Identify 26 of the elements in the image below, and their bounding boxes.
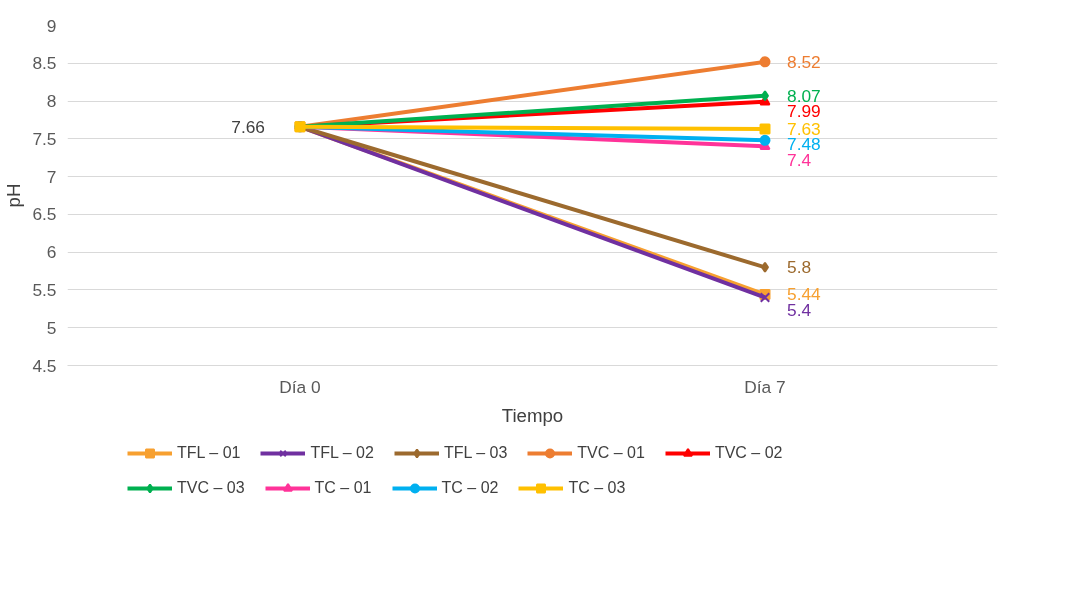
data-label: 8.52 — [787, 51, 821, 72]
x-tick-label: Día 0 — [279, 376, 321, 397]
legend-label: TFL – 01 — [177, 444, 241, 462]
legend-label: TVC – 02 — [714, 444, 783, 462]
y-tick-label: 8.5 — [32, 53, 57, 74]
y-axis-title: pH — [3, 183, 25, 208]
y-tick-label: 5.5 — [32, 279, 57, 300]
y-tick-label: 6.5 — [32, 204, 57, 225]
y-tick-label: 8 — [46, 91, 57, 112]
y-tick-label: 7.5 — [32, 128, 57, 149]
y-tick-label: 9 — [46, 15, 57, 36]
y-tick-label: 4.5 — [32, 355, 57, 376]
legend-label: TVC – 01 — [577, 444, 645, 462]
legend-label: TC – 03 — [568, 479, 626, 497]
legend-label: TC – 02 — [441, 479, 499, 497]
annotation: 7.66 — [231, 116, 266, 137]
y-tick-label: 7 — [46, 166, 57, 187]
legend-label: TVC – 03 — [177, 479, 245, 497]
y-tick-label: 6 — [46, 242, 57, 263]
x-tick-label: Día 7 — [744, 376, 786, 397]
legend-label: TFL – 03 — [443, 444, 508, 462]
legend-label: TFL – 02 — [310, 444, 374, 462]
y-tick-label: 5 — [46, 317, 57, 338]
x-axis-title: Tiempo — [501, 404, 564, 426]
data-label: 5.8 — [787, 257, 812, 278]
legend-label: TC – 01 — [314, 479, 372, 497]
